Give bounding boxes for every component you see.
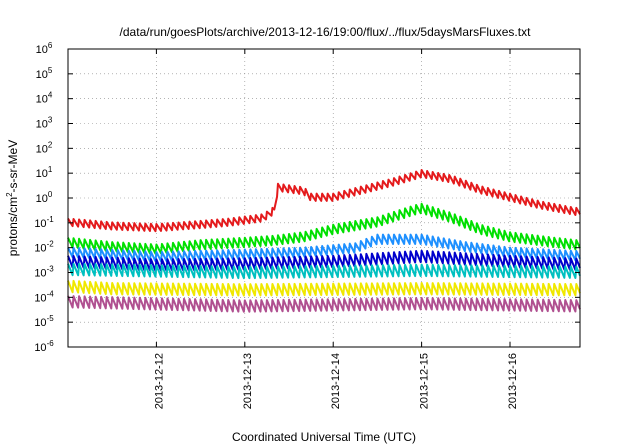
y-tick-base: 10 (34, 243, 46, 255)
y-tick-base: 10 (36, 44, 48, 56)
series-line (67, 279, 581, 297)
chart-title: /data/run/goesPlots/archive/2013-12-16/1… (120, 25, 532, 39)
series-line (67, 249, 581, 272)
y-tick-exp: -1 (47, 215, 55, 224)
y-tick-base: 10 (34, 317, 46, 329)
x-tick-label: 2013-12-16 (507, 353, 519, 409)
y-tick-label: 10-1 (34, 215, 54, 230)
y-tick-label: 105 (36, 66, 53, 81)
y-tick-base: 10 (36, 143, 48, 155)
y-tick-label: 103 (36, 116, 53, 131)
y-tick-base: 10 (34, 218, 46, 230)
y-tick-label: 104 (36, 91, 53, 106)
series-line (67, 262, 581, 280)
series-line (67, 168, 581, 233)
series-line (67, 202, 581, 255)
x-tick-label: 2013-12-14 (330, 353, 342, 409)
y-tick-base: 10 (36, 168, 48, 180)
y-axis-label-base: protons/cm (6, 197, 20, 256)
y-tick-exp: -4 (47, 289, 55, 298)
y-tick-base: 10 (36, 69, 48, 81)
series-line (67, 295, 581, 313)
x-tick-label: 2013-12-15 (419, 353, 431, 409)
y-tick-exp: -5 (47, 314, 55, 323)
y-tick-label: 100 (36, 190, 53, 205)
x-axis-label: Coordinated Universal Time (UTC) (232, 430, 416, 444)
y-tick-label: 10-4 (34, 289, 54, 304)
y-axis-label: protons/cm2-s-sr-MeV (5, 140, 20, 256)
y-tick-base: 10 (34, 342, 46, 354)
y-tick-label: 10-3 (34, 265, 54, 280)
y-tick-label: 106 (36, 41, 53, 56)
series-lines (67, 168, 581, 313)
y-tick-exp: 6 (48, 41, 53, 50)
series-line (67, 233, 581, 263)
y-tick-exp: 4 (48, 91, 53, 100)
y-tick-base: 10 (34, 292, 46, 304)
y-tick-base: 10 (36, 119, 48, 131)
y-tick-exp: 2 (48, 140, 53, 149)
y-axis-label-sup: 2 (5, 192, 14, 197)
y-tick-label: 10-6 (34, 339, 54, 354)
y-tick-label: 10-5 (34, 314, 54, 329)
y-tick-exp: -3 (47, 265, 55, 274)
y-tick-exp: -6 (47, 339, 55, 348)
x-tick-label: 2013-12-12 (153, 353, 165, 409)
x-ticks: 2013-12-12 2013-12-13 2013-12-14 2013-12-15… (153, 49, 519, 409)
y-tick-base: 10 (34, 268, 46, 280)
y-tick-exp: -2 (47, 240, 55, 249)
x-tick-label: 2013-12-13 (242, 353, 254, 409)
y-tick-exp: 0 (48, 190, 53, 199)
y-tick-exp: 3 (48, 116, 53, 125)
y-tick-exp: 1 (48, 165, 53, 174)
y-tick-base: 10 (36, 193, 48, 205)
y-tick-label: 102 (36, 140, 53, 155)
y-tick-exp: 5 (48, 66, 53, 75)
y-tick-base: 10 (36, 94, 48, 106)
y-axis-label-rest: -s-sr-MeV (6, 140, 20, 193)
y-tick-label: 10-2 (34, 240, 54, 255)
y-tick-label: 101 (36, 165, 53, 180)
y-ticks: 10-610-510-410-310-210-11001011021031041… (34, 41, 580, 354)
